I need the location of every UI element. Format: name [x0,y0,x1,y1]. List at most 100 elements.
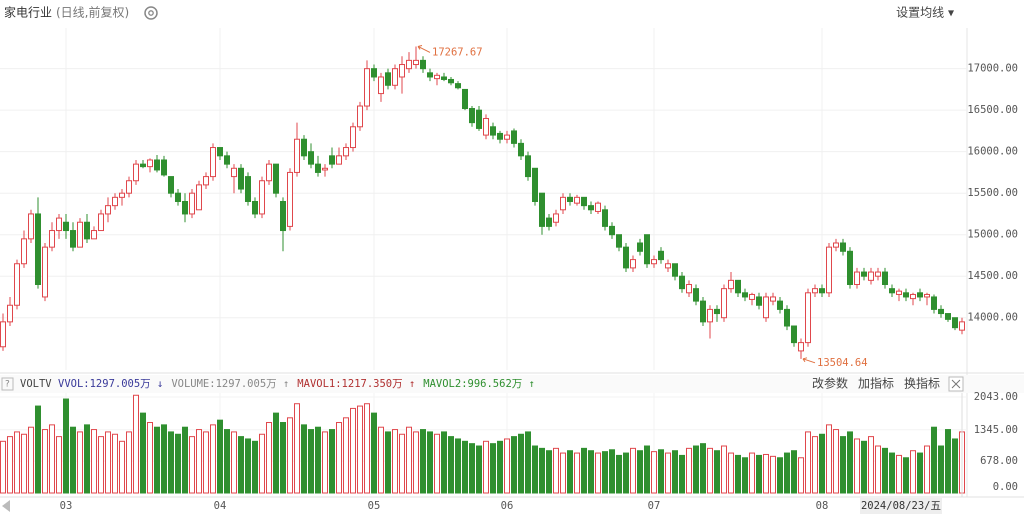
candle-body [294,138,300,173]
candle-body [840,242,846,252]
volume-bar [245,438,251,494]
candle-body [560,196,566,211]
volume-bar [273,412,279,494]
volume-bar [490,443,496,494]
volume-bar [721,445,727,494]
candle-body [819,288,825,294]
volume-bar [371,412,377,494]
volume-bar [777,457,783,494]
volume-bar [903,457,909,494]
candle-body [700,300,706,323]
volume-bar [672,450,678,494]
annotation-arrow [417,44,431,53]
scroll-left[interactable] [2,500,10,512]
candle-body [707,308,713,323]
candle-body [721,288,727,319]
volume-bar [651,451,657,494]
volume-bar [259,433,265,494]
legend-item: VOLUME:1297.005万 ↑ [171,378,289,390]
volume-bar [42,429,48,494]
volume-bar [819,433,825,494]
volume-bar [679,454,685,494]
gear-outer [144,6,158,20]
volume-bar [560,452,566,494]
volume-bar [665,452,671,494]
candle-body [805,292,811,344]
candle-body [77,221,83,248]
candle-body [56,217,62,232]
volume-bar [77,431,83,494]
candle-body [861,271,867,277]
cursor-label-bg [860,498,942,514]
volume-bar [315,426,321,494]
volume-bar [189,436,195,494]
volume-bar [98,436,104,494]
indicator-button[interactable]: 加指标 [858,376,894,391]
volume-bar [588,450,594,494]
candle-body [616,234,622,248]
candle-body [287,171,293,227]
y-tick-label: 16000.00 [967,146,1018,158]
volume-bar [742,457,748,494]
candle-body [168,176,174,194]
candle-body [322,167,328,171]
volume-bar [399,433,405,494]
x-tick-label: 07 [648,500,661,512]
volume-bar [798,457,804,494]
candle-body [504,134,510,140]
volume-bar [413,431,419,494]
volume-bar [357,405,363,494]
volume-bar [287,417,293,494]
candle-body [259,180,265,215]
help-box[interactable] [1,377,14,391]
volume-bar [133,394,139,494]
volume-bar [567,450,573,494]
candle-body [630,259,636,269]
candle-body [350,126,356,149]
candle-body [224,155,230,165]
candle-body [238,167,244,190]
candle-body [763,296,769,319]
volume-bar [847,431,853,494]
candle-body [63,221,69,232]
candle-body [21,238,27,265]
indicator-button[interactable]: 改参数 [812,376,848,391]
cursor-label: 2024/08/23/五 [861,500,941,512]
volume-bar [336,422,342,494]
candle-body [651,259,657,265]
volume-bar [385,431,391,494]
volume-bar [196,429,202,494]
candle-body [133,163,139,182]
candle-body [938,308,944,315]
candle-body [28,213,34,240]
candle-body [623,246,629,269]
candle-body [532,167,538,202]
candle-body [308,151,314,165]
candle-body [280,200,286,232]
volume-bar [147,422,153,494]
indicator-button[interactable]: 换指标 [904,376,940,391]
ma-button[interactable]: 设置均线 ▾ [896,6,954,20]
volume-bar [833,429,839,494]
candle-body [931,296,937,310]
candle-body [406,59,412,70]
candle-body [413,59,419,66]
volume-bar [49,424,55,494]
x-tick-label: 05 [368,500,381,512]
candle-body [343,147,349,157]
y-tick-label: 1345.00 [974,424,1018,436]
volume-bar [210,424,216,494]
volume-bar [707,447,713,494]
candle-body [140,163,146,168]
candle-body [525,155,531,178]
candle-body [182,200,188,215]
volume-bar [364,403,370,494]
candle-body [777,300,783,310]
volume-bar [791,450,797,494]
indicator-bar [0,375,1024,393]
volume-bar [938,445,944,494]
y-tick-label: 14500.00 [967,270,1018,282]
settings-icon[interactable] [144,6,158,20]
volume-bar [280,422,286,494]
